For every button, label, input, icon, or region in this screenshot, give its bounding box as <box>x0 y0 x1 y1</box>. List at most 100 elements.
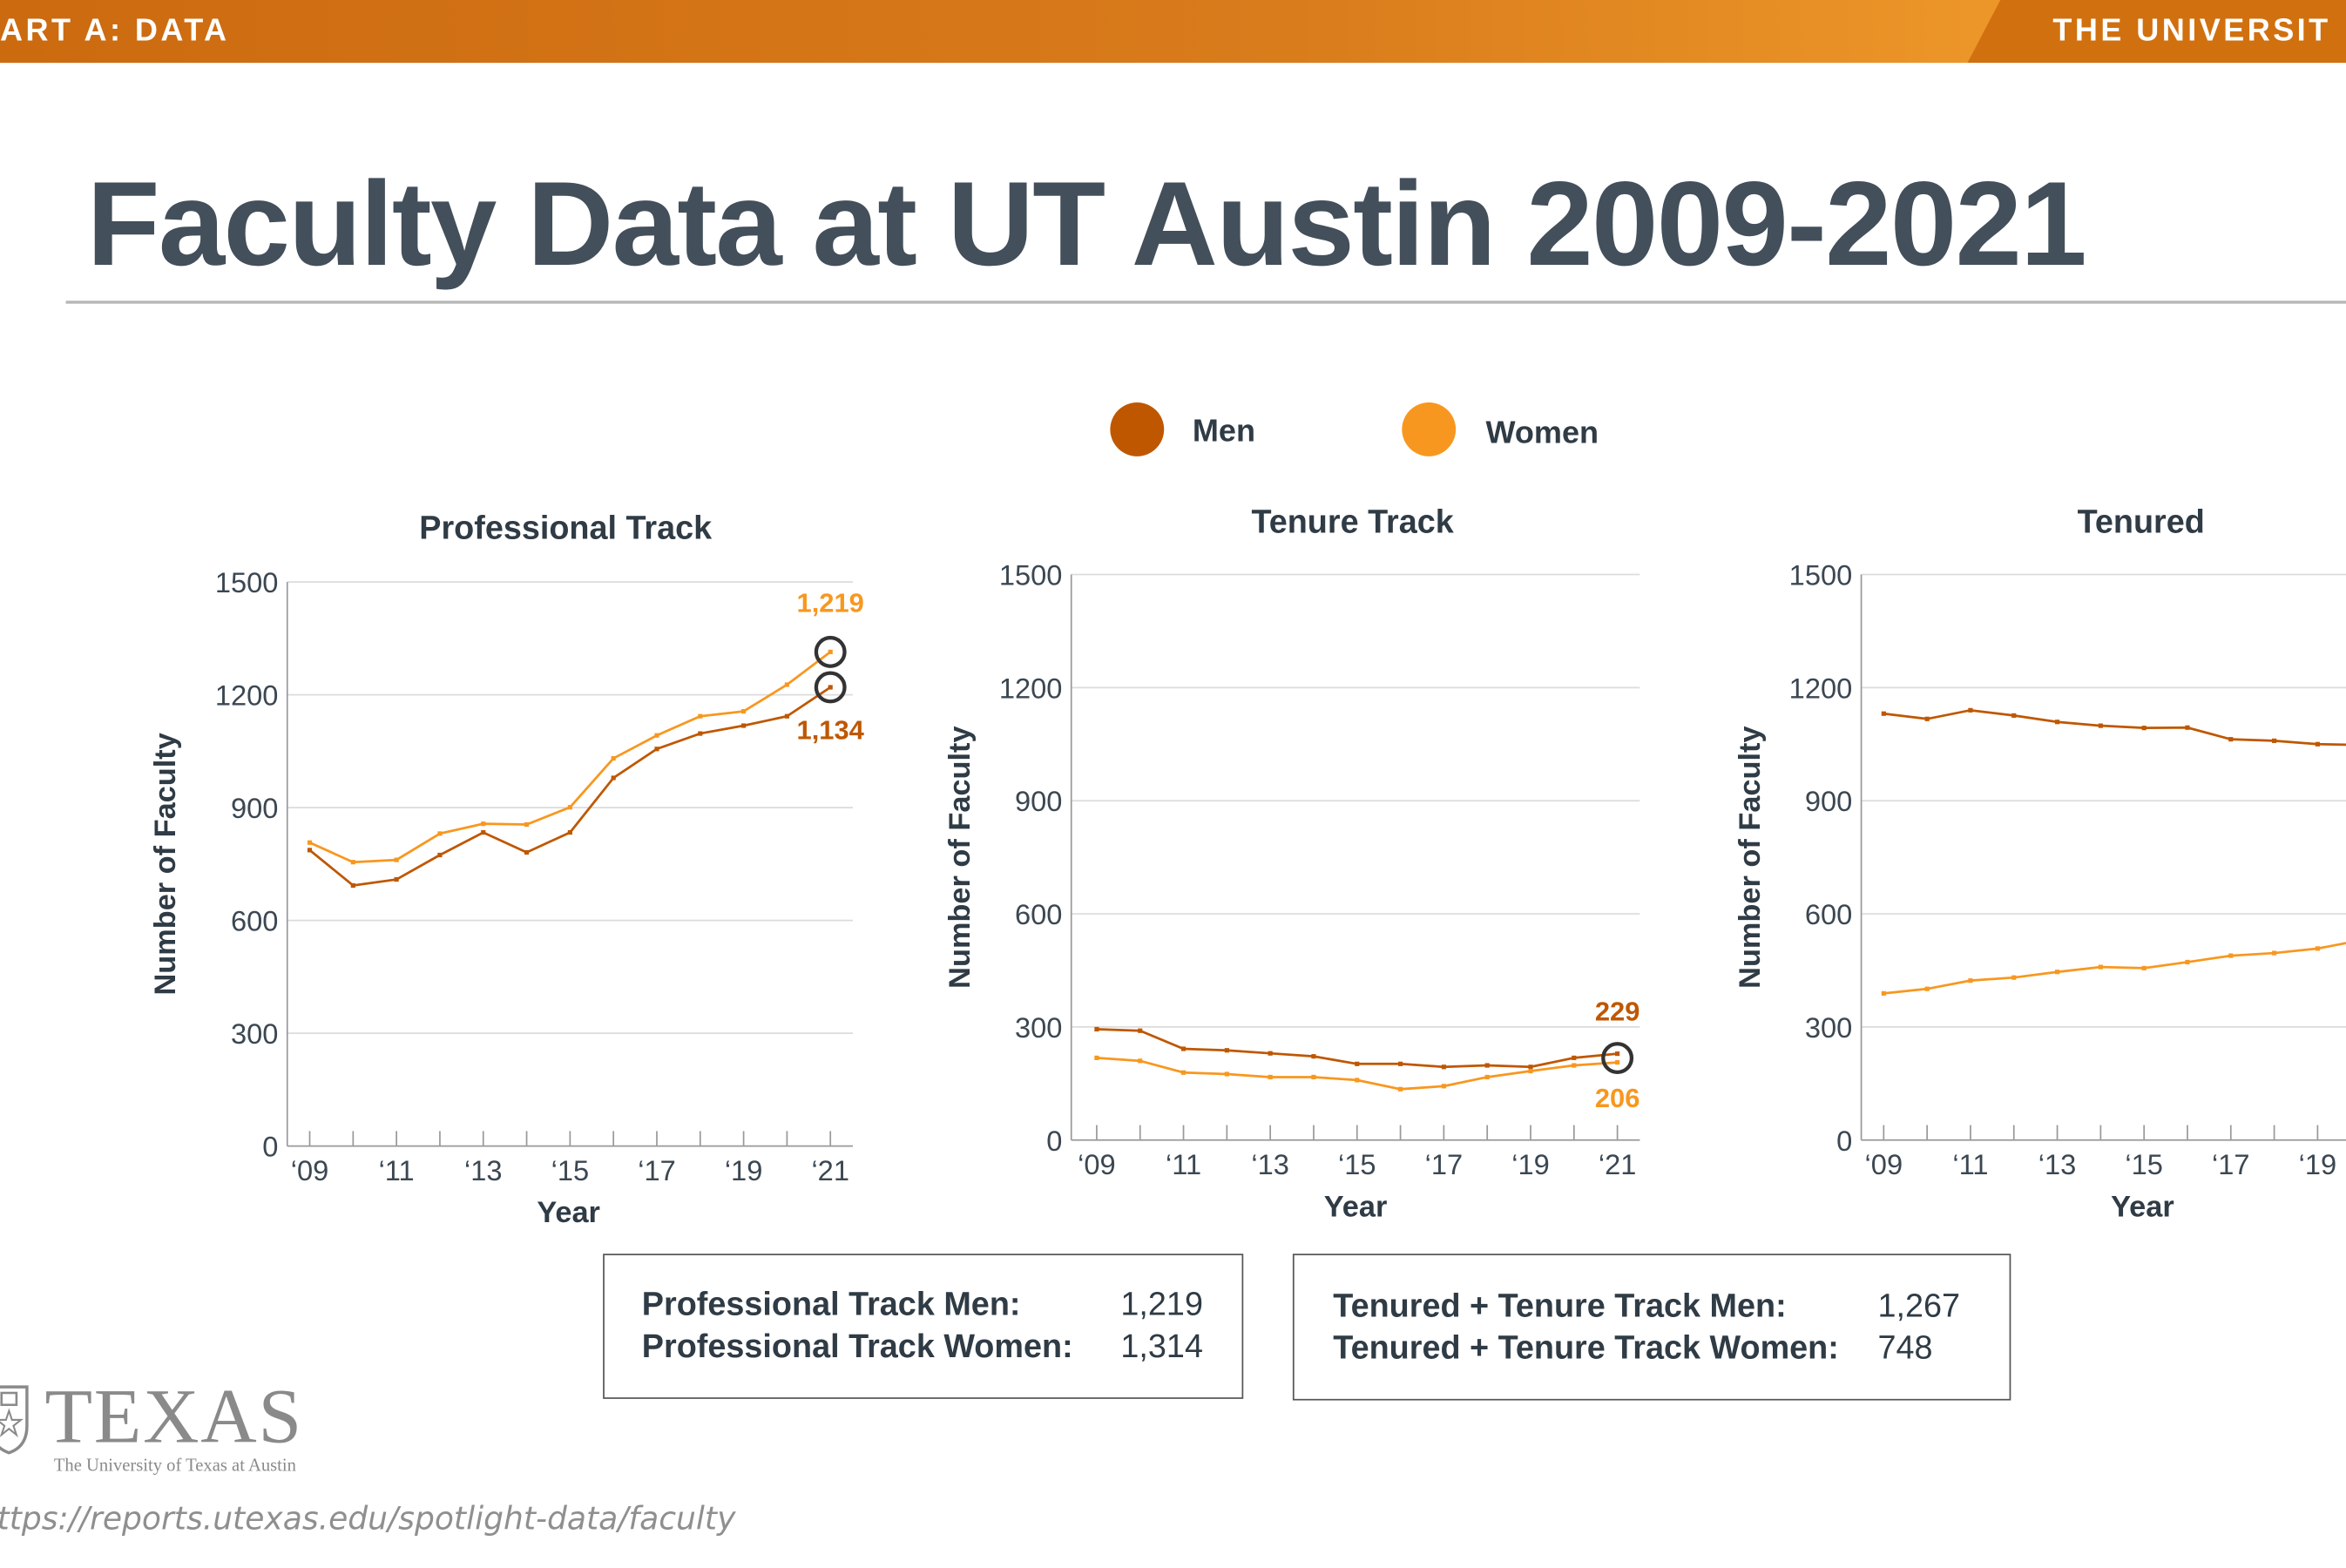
data-point-women <box>698 713 703 719</box>
data-point-men <box>524 849 530 855</box>
x-tick-label: ‘21 <box>811 1154 849 1186</box>
x-axis-label: Year <box>537 1196 600 1229</box>
data-point-women <box>524 821 530 828</box>
data-point-men <box>2141 726 2147 731</box>
y-axis-label: Number of Faculty <box>149 733 182 995</box>
x-tick-label: ‘09 <box>1865 1148 1903 1180</box>
summary-label: Tenured + Tenure Track Women: <box>1333 1328 1839 1367</box>
y-tick-label: 0 <box>262 1131 278 1163</box>
y-tick-label: 600 <box>1015 898 1062 930</box>
x-axis-label: Year <box>2111 1190 2174 1223</box>
x-tick-label: ‘13 <box>464 1154 503 1186</box>
chart-title: Tenured <box>2078 504 2205 540</box>
logo-subtitle: The University of Texas at Austin <box>53 1454 296 1476</box>
data-point-men <box>1094 1026 1099 1032</box>
data-point-women <box>1528 1068 1533 1074</box>
title-divider <box>65 301 2346 304</box>
legend-men-swatch <box>1110 402 1165 456</box>
data-point-women <box>1224 1071 1229 1077</box>
series-line-men <box>1883 708 2346 747</box>
summary-box-professional: Professional Track Men: 1,219 Profession… <box>603 1254 1244 1399</box>
data-point-men <box>1398 1061 1403 1066</box>
data-point-men <box>307 848 313 853</box>
data-point-women <box>1572 1063 1577 1068</box>
x-tick-label: ‘19 <box>1511 1148 1550 1180</box>
summary-value: 1,219 <box>1120 1285 1203 1323</box>
x-tick-label: ‘13 <box>1251 1148 1289 1180</box>
highlight-circle <box>1601 1042 1634 1075</box>
y-tick-label: 300 <box>231 1017 278 1050</box>
data-point-men <box>1441 1064 1446 1070</box>
data-point-men <box>2315 741 2320 747</box>
x-tick-label: ‘15 <box>1338 1148 1376 1180</box>
y-tick-label: 1200 <box>215 679 279 712</box>
y-tick-label: 600 <box>231 905 278 937</box>
data-point-men <box>1924 716 1930 721</box>
highlight-circle <box>814 671 847 704</box>
data-point-women <box>567 805 572 810</box>
header-banner <box>0 0 2346 64</box>
data-point-women <box>1615 1059 1620 1065</box>
summary-box-tenure: Tenured + Tenure Track Men: 1,267 Tenure… <box>1292 1254 2011 1401</box>
data-point-women <box>1355 1078 1360 1083</box>
summary-row: Tenured + Tenure Track Women: <box>1333 1328 1839 1368</box>
summary-value: 748 <box>1877 1328 1933 1367</box>
x-tick-label: ‘21 <box>1599 1148 1637 1180</box>
data-point-men <box>828 685 833 690</box>
data-point-men <box>2185 725 2190 730</box>
data-label: 1,134 <box>797 714 865 745</box>
data-point-women <box>784 682 789 687</box>
data-point-men <box>350 882 355 889</box>
data-point-men <box>1311 1054 1316 1059</box>
y-tick-label: 600 <box>1805 898 1852 930</box>
data-point-women <box>437 831 443 836</box>
data-point-men <box>654 747 659 752</box>
x-tick-label: ‘17 <box>1425 1148 1464 1180</box>
x-tick-label: ‘19 <box>2299 1148 2337 1180</box>
y-axis-label: Number of Faculty <box>1734 726 1767 988</box>
x-tick-label: ‘17 <box>2212 1148 2250 1180</box>
series-line-women <box>1883 942 2346 995</box>
summary-label: Tenured + Tenure Track Men: <box>1333 1287 1787 1324</box>
data-point-women <box>394 857 399 862</box>
data-point-men <box>1268 1051 1273 1056</box>
y-tick-label: 1200 <box>999 672 1063 704</box>
data-point-women <box>1311 1074 1316 1080</box>
data-point-women <box>307 840 313 845</box>
data-label: 1,219 <box>797 587 864 618</box>
header-banner-accent <box>1967 0 2346 64</box>
data-point-women <box>741 709 747 714</box>
data-point-men <box>1615 1051 1620 1057</box>
data-point-women <box>1441 1084 1446 1089</box>
data-point-women <box>1484 1074 1490 1080</box>
data-point-women <box>611 755 616 761</box>
y-tick-label: 0 <box>1046 1125 1062 1157</box>
data-point-women <box>654 733 659 738</box>
legend-men-label: Men <box>1192 414 1255 449</box>
data-point-women <box>2011 975 2017 980</box>
highlight-circle <box>814 635 847 668</box>
legend-women-label: Women <box>1485 416 1599 450</box>
y-tick-label: 1500 <box>1789 559 1853 591</box>
charts: Professional Track 0 300 600 900 1200 1500 ‘09 ‘… <box>149 504 2346 1229</box>
data-point-women <box>828 649 833 654</box>
page-title: Faculty Data at UT Austin 2009-2021 <box>86 157 2087 291</box>
data-point-women <box>2315 946 2320 951</box>
chart-title: Professional Track <box>419 510 713 546</box>
series-line-men <box>1096 1028 1618 1069</box>
data-point-men <box>481 830 486 835</box>
data-point-women <box>1398 1086 1403 1092</box>
x-tick-label: ‘09 <box>1078 1148 1116 1180</box>
x-tick-label: ‘17 <box>638 1154 676 1186</box>
data-label: 229 <box>1595 996 1640 1026</box>
section-label: ART A: DATA <box>0 13 230 48</box>
data-point-men <box>2272 738 2277 743</box>
source-url[interactable]: ttps://reports.utexas.edu/spotlight-data… <box>0 1500 736 1537</box>
data-point-men <box>1138 1028 1143 1033</box>
legend-women-swatch <box>1402 402 1457 456</box>
org-label: THE UNIVERSIT <box>2052 13 2331 48</box>
data-point-men <box>1355 1061 1360 1066</box>
data-point-women <box>2054 970 2060 975</box>
y-tick-label: 0 <box>1836 1125 1852 1157</box>
